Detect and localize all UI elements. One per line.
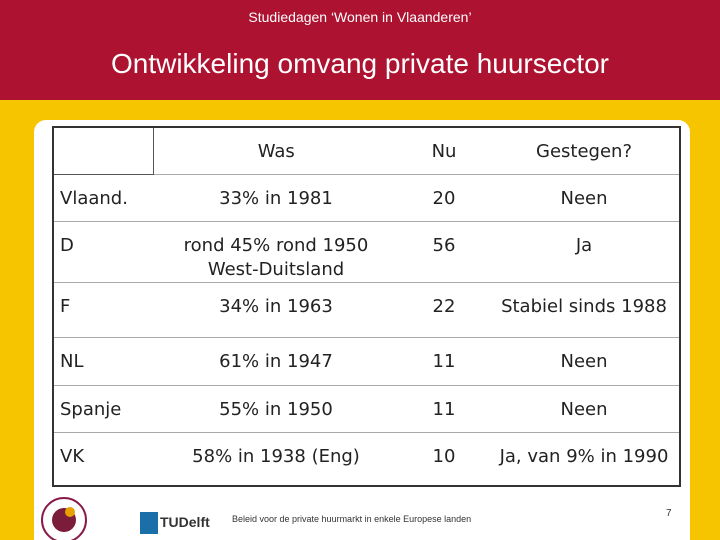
table-cell: 11 (399, 384, 489, 432)
table-cell: VK (53, 431, 153, 486)
table-cell: Nu (431, 141, 457, 162)
table-row: Spanje 55% in 1950 11 Neen (53, 384, 680, 432)
table-cell: Vlaand. (53, 173, 153, 221)
table-cell: 56 (399, 220, 489, 282)
logos (41, 497, 158, 540)
page-number: 7 (666, 508, 672, 519)
table-cell: 58% in 1938 (Eng) (153, 431, 399, 486)
table-cell: Gestegen? (536, 141, 632, 162)
table-cell: rond 45% rond 1950 West-Duitsland (153, 220, 399, 282)
tudelft-logo: TUDelft (160, 514, 210, 530)
table-row: Vlaand. 33% in 1981 20 Neen (53, 173, 680, 221)
table-cell: 61% in 1947 (153, 336, 399, 385)
table-row: NL 61% in 1947 11 Neen (53, 336, 680, 385)
table-cell: Neen (489, 384, 680, 432)
table-cell: Ja, van 9% in 1990 (489, 431, 680, 486)
table-cell: 34% in 1963 (153, 281, 399, 337)
table-cell: F (53, 281, 153, 337)
table-cell (52, 126, 154, 175)
footer-text: Beleid voor de private huurmarkt in enke… (232, 514, 472, 524)
table-cell: Spanje (53, 384, 153, 432)
table-cell: Was (257, 141, 295, 162)
table-cell: 11 (399, 336, 489, 385)
table-row: Was Nu Gestegen? (52, 126, 680, 175)
table-cell: Neen (489, 173, 680, 221)
tu-mark (140, 512, 158, 534)
table-row: F 34% in 1963 22 Stabiel sinds 1988 (53, 281, 680, 337)
logo-dot (65, 507, 75, 517)
table-cell: 22 (399, 281, 489, 337)
table-cell: NL (53, 336, 153, 385)
table-cell: Neen (489, 336, 680, 385)
table-row: VK 58% in 1938 (Eng) 10 Ja, van 9% in 1990 (53, 431, 680, 486)
table-cell: 10 (399, 431, 489, 486)
header-subtitle: Studiedagen ‘Wonen in Vlaanderen’ (248, 9, 472, 25)
slide-title: Ontwikkeling omvang private huursector (110, 48, 609, 79)
table-cell: 55% in 1950 (153, 384, 399, 432)
table-cell: Stabiel sinds 1988 (489, 281, 680, 337)
table-cell: D (53, 220, 153, 282)
table-cell: 33% in 1981 (153, 173, 399, 221)
table-cell: Ja (489, 220, 680, 282)
table-cell: 20 (399, 173, 489, 221)
header-band: Studiedagen ‘Wonen in Vlaanderen’ Ontwik… (0, 0, 720, 100)
